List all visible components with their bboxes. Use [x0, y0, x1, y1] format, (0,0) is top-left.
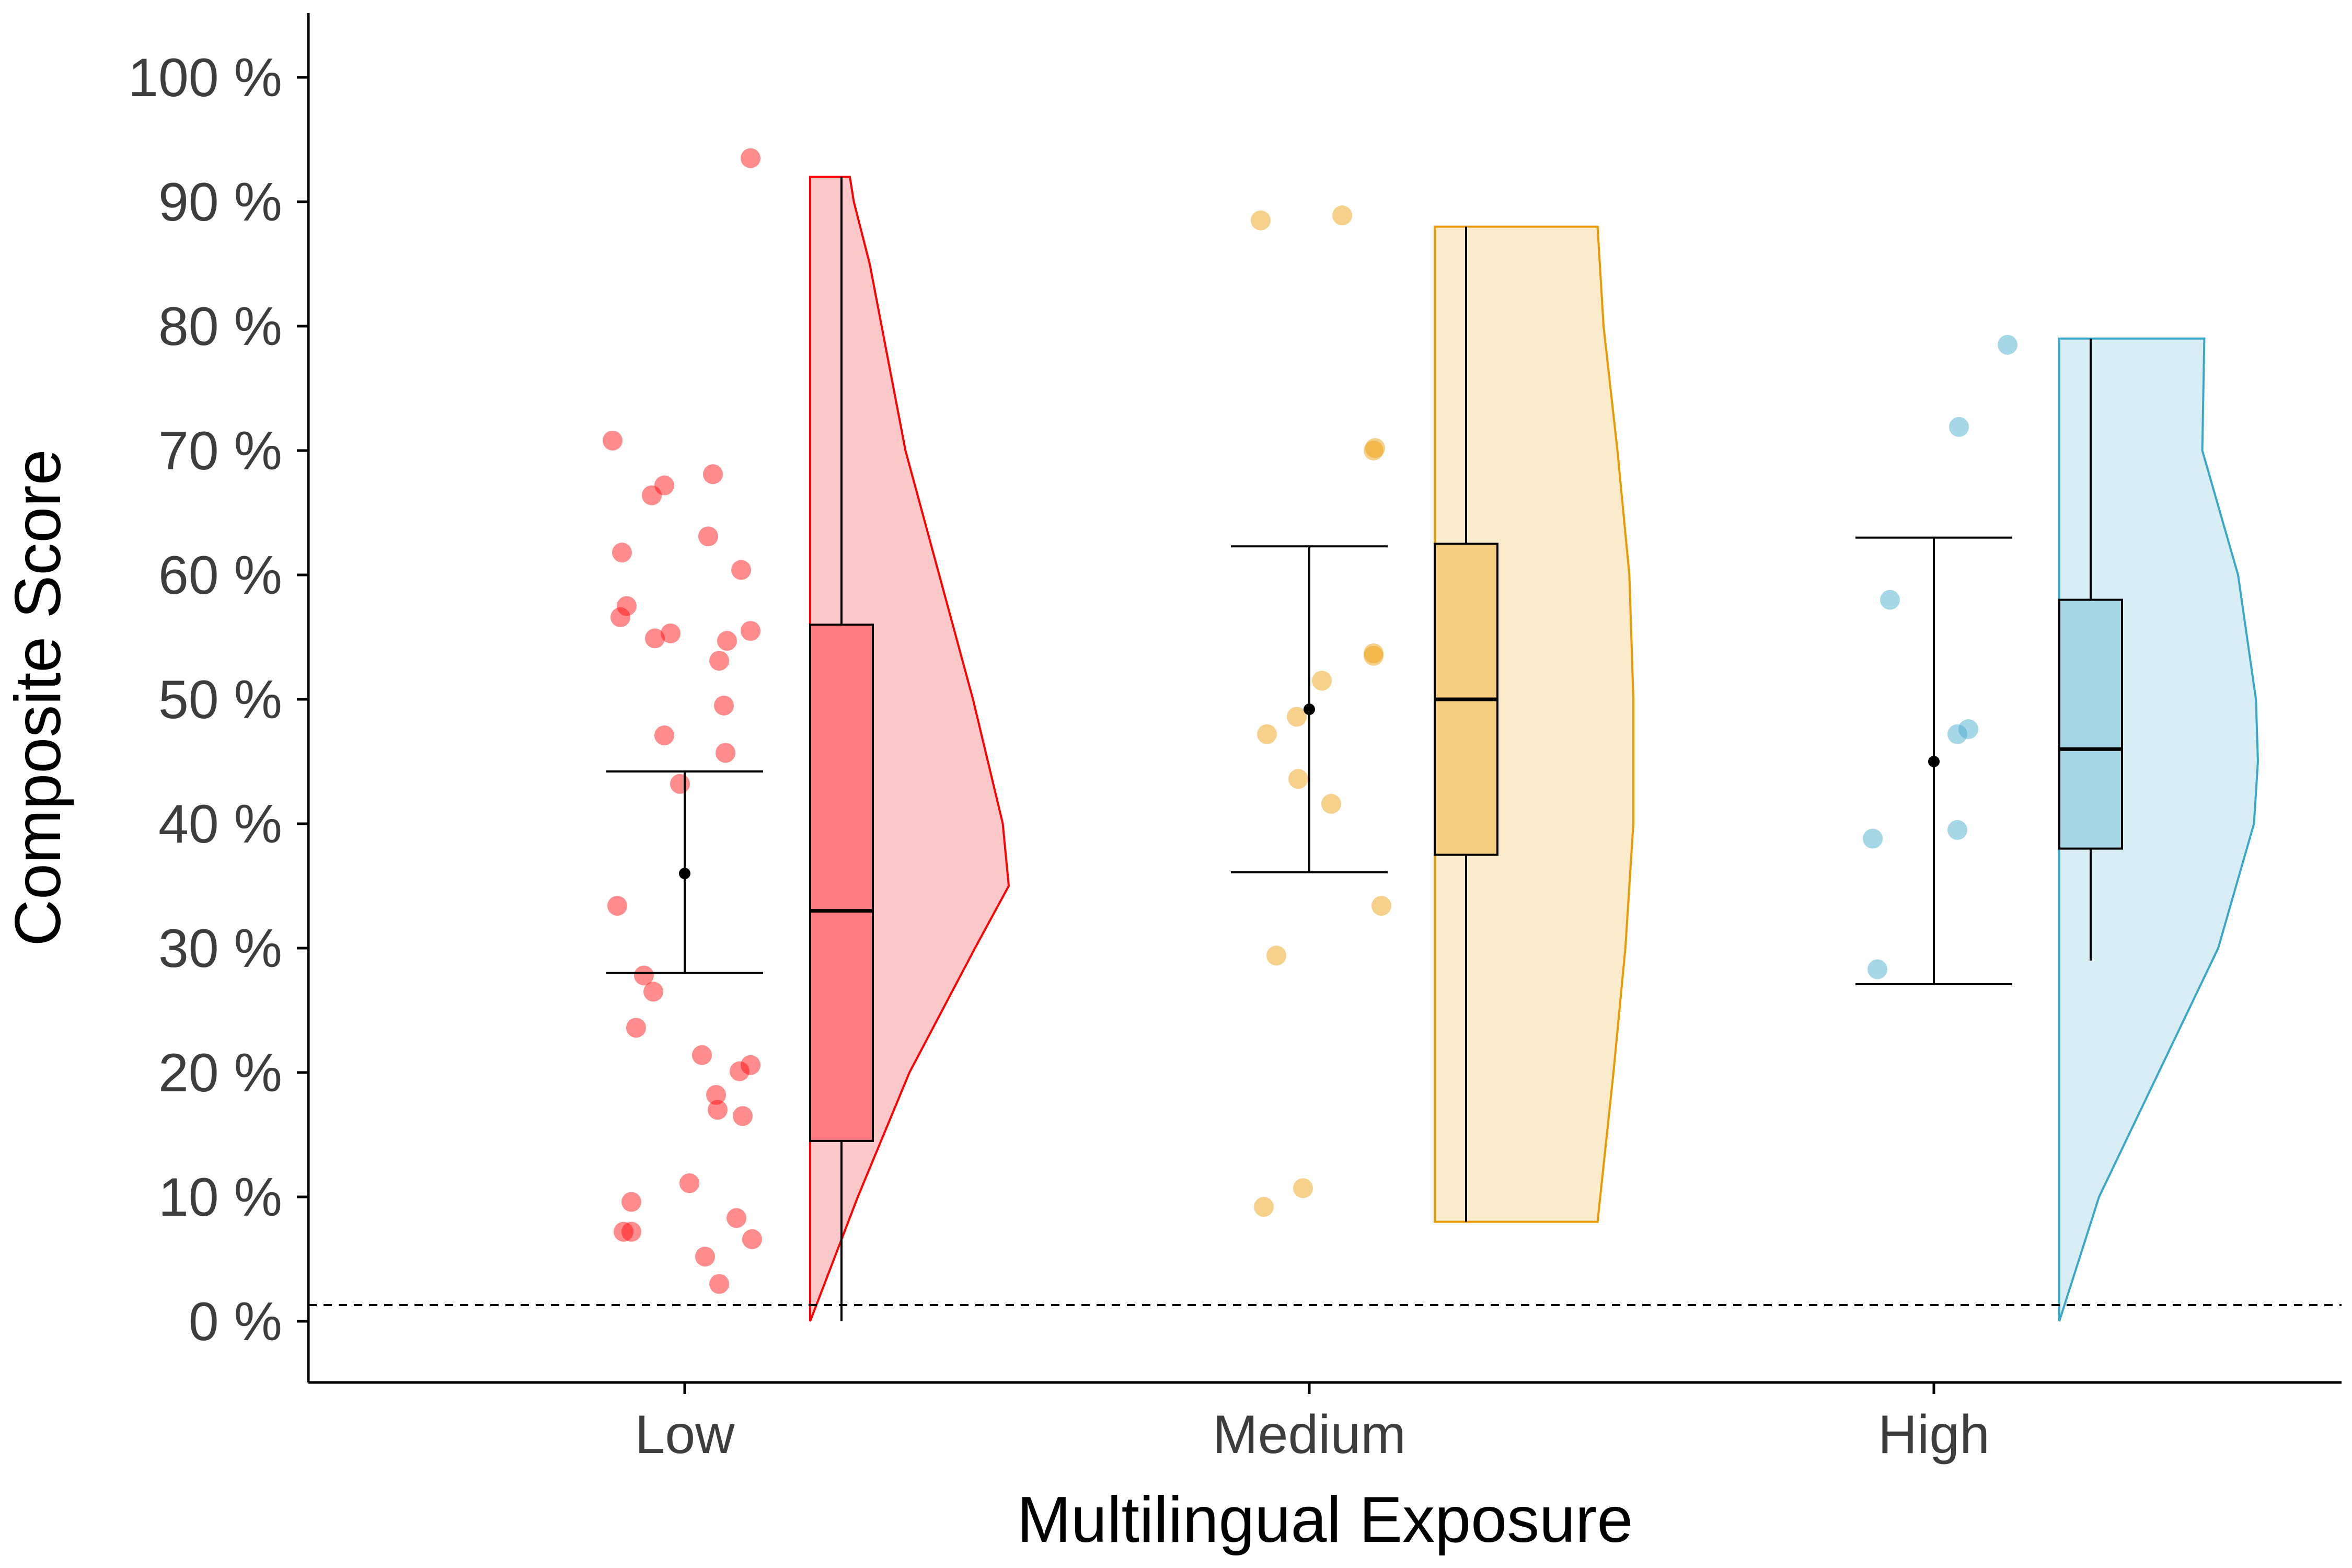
data-point-low: [612, 543, 632, 563]
box-iqr: [2058, 598, 2123, 850]
data-point-low: [603, 430, 622, 451]
x-tick-label: Medium: [1213, 1404, 1406, 1465]
y-tick-label: 30 %: [158, 918, 282, 979]
data-point-medium: [1371, 896, 1391, 916]
x-tick-label: Low: [635, 1404, 735, 1465]
data-point-low: [708, 1100, 728, 1120]
data-point-low: [626, 1018, 646, 1038]
data-point-low: [634, 965, 654, 986]
data-point-medium: [1312, 671, 1332, 691]
y-tick-label: 70 %: [158, 421, 282, 481]
data-point-low: [654, 725, 674, 746]
data-point-medium: [1254, 1197, 1274, 1217]
data-point-low: [706, 1085, 726, 1105]
data-point-high: [1947, 820, 1967, 840]
box-iqr: [809, 624, 874, 1142]
data-point-low: [643, 982, 663, 1002]
data-point-low: [742, 1229, 762, 1249]
data-point-low: [607, 896, 627, 916]
data-point-medium: [1364, 645, 1383, 666]
y-tick-label: 10 %: [158, 1167, 282, 1228]
mean-point: [1304, 704, 1315, 716]
x-axis-title: Multilingual Exposure: [1017, 1484, 1633, 1556]
data-point-low: [621, 1221, 641, 1242]
data-point-high: [1998, 335, 2017, 355]
data-point-low: [642, 485, 662, 505]
y-axis-title: Composite Score: [2, 449, 74, 946]
data-point-high: [1880, 590, 1900, 610]
data-point-low: [727, 1208, 746, 1228]
data-point-low: [733, 1106, 753, 1126]
data-point-low: [670, 774, 690, 794]
data-point-medium: [1251, 210, 1271, 230]
data-point-high: [1863, 828, 1883, 849]
data-point-low: [714, 695, 734, 716]
data-point-medium: [1266, 946, 1286, 966]
data-point-low: [645, 628, 665, 649]
y-tick-label: 100 %: [128, 48, 282, 108]
data-point-high: [1867, 959, 1887, 979]
data-point-low: [741, 621, 760, 641]
data-point-low: [709, 1274, 729, 1294]
data-point-medium: [1257, 724, 1277, 744]
data-point-low: [741, 1055, 760, 1075]
y-tick-label: 80 %: [158, 296, 282, 357]
data-point-medium: [1293, 1178, 1313, 1198]
data-point-low: [703, 464, 723, 485]
data-point-low: [661, 623, 681, 643]
mean-point: [679, 868, 690, 880]
y-tick-label: 20 %: [158, 1043, 282, 1103]
data-point-low: [614, 1221, 633, 1242]
data-point-medium: [1364, 441, 1383, 460]
violin-high: [2058, 337, 2259, 1322]
x-tick-label: High: [1878, 1404, 1990, 1465]
data-point-medium: [1321, 793, 1341, 814]
data-point-low: [621, 1192, 641, 1212]
data-point-medium: [1288, 769, 1308, 789]
y-tick-label: 0 %: [189, 1292, 282, 1352]
violin-medium: [1434, 225, 1634, 1223]
data-point-medium: [1364, 643, 1383, 663]
data-point-low: [698, 526, 718, 547]
data-point-high: [1947, 724, 1967, 744]
data-point-low: [692, 1045, 712, 1065]
data-point-low: [617, 596, 637, 616]
data-point-high: [1958, 719, 1978, 740]
data-point-low: [709, 651, 729, 671]
data-point-low: [730, 1061, 750, 1081]
data-point-low: [654, 475, 674, 495]
data-point-low: [741, 148, 760, 168]
y-tick-label: 90 %: [158, 172, 282, 233]
data-point-low: [679, 1173, 699, 1193]
data-point-low: [731, 560, 751, 580]
data-point-medium: [1332, 205, 1352, 226]
data-point-low: [716, 743, 735, 763]
y-tick-label: 50 %: [158, 670, 282, 730]
mean-point: [1928, 756, 1940, 767]
data-point-low: [717, 631, 737, 651]
y-tick-label: 40 %: [158, 794, 282, 855]
y-tick-label: 60 %: [158, 545, 282, 606]
data-point-low: [695, 1247, 715, 1267]
data-point-high: [1949, 417, 1969, 437]
data-point-medium: [1287, 707, 1307, 727]
data-point-medium: [1365, 438, 1385, 458]
data-point-low: [610, 607, 630, 627]
